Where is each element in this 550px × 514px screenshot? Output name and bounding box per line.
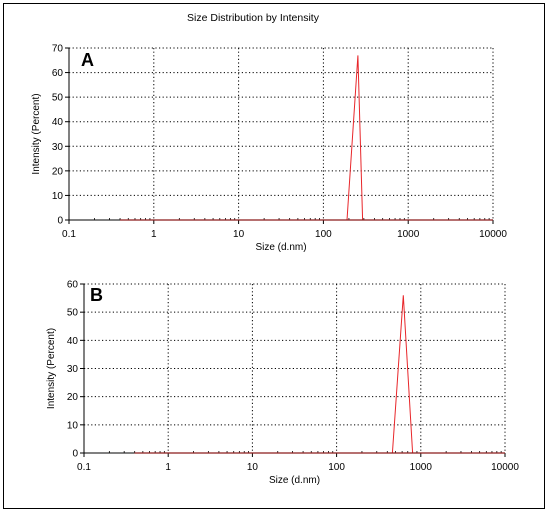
chart-b: 0.1 1 10 100 1000 10000 0 10 20 30 40 50 60 Size (d.n… <box>46 280 519 487</box>
chart-a: 0.1 1 10 100 1000 10000 0 10 20 30 40 50 60 70 Size (d… <box>31 44 507 254</box>
y-tick-label: 60 <box>67 280 79 291</box>
x-tick-label: 1000 <box>410 462 433 473</box>
x-tick-label: 100 <box>328 462 345 473</box>
x-tick-label: 0.1 <box>62 229 76 240</box>
y-tick-label: 40 <box>67 336 79 347</box>
y-tick-label: 10 <box>67 420 79 431</box>
y-tick-label: 50 <box>67 308 79 319</box>
y-tick-label: 0 <box>72 449 78 460</box>
y-tick-label: 20 <box>52 166 64 177</box>
y-tick-label: 50 <box>52 93 64 104</box>
y-tick-label: 30 <box>52 142 64 153</box>
y-tick-label: 20 <box>67 392 79 403</box>
x-tick-label: 10 <box>247 462 259 473</box>
x-tick-label: 10000 <box>479 229 507 240</box>
intensity-series-line <box>134 295 505 454</box>
panel-label: B <box>90 285 103 305</box>
figure-title: Size Distribution by Intensity <box>187 12 320 24</box>
x-tick-label: 1 <box>151 229 157 240</box>
x-axis-label: Size (d.nm) <box>255 242 306 253</box>
figure-frame <box>3 3 545 509</box>
y-tick-label: 60 <box>52 68 64 79</box>
x-tick-label: 10 <box>233 229 245 240</box>
panel-label: A <box>81 50 94 70</box>
y-tick-label: 10 <box>52 191 64 202</box>
x-tick-label: 100 <box>315 229 332 240</box>
y-tick-label: 30 <box>67 364 79 375</box>
y-axis-label: Intensity (Percent) <box>31 93 42 174</box>
x-tick-label: 1 <box>165 462 171 473</box>
y-tick-label: 40 <box>52 117 64 128</box>
x-axis-label: Size (d.nm) <box>269 475 320 486</box>
y-tick-label: 0 <box>57 216 63 227</box>
x-tick-label: 0.1 <box>77 462 91 473</box>
y-tick-label: 70 <box>52 44 64 55</box>
y-axis-label: Intensity (Percent) <box>46 328 57 409</box>
x-tick-label: 10000 <box>491 462 519 473</box>
x-tick-label: 1000 <box>397 229 420 240</box>
